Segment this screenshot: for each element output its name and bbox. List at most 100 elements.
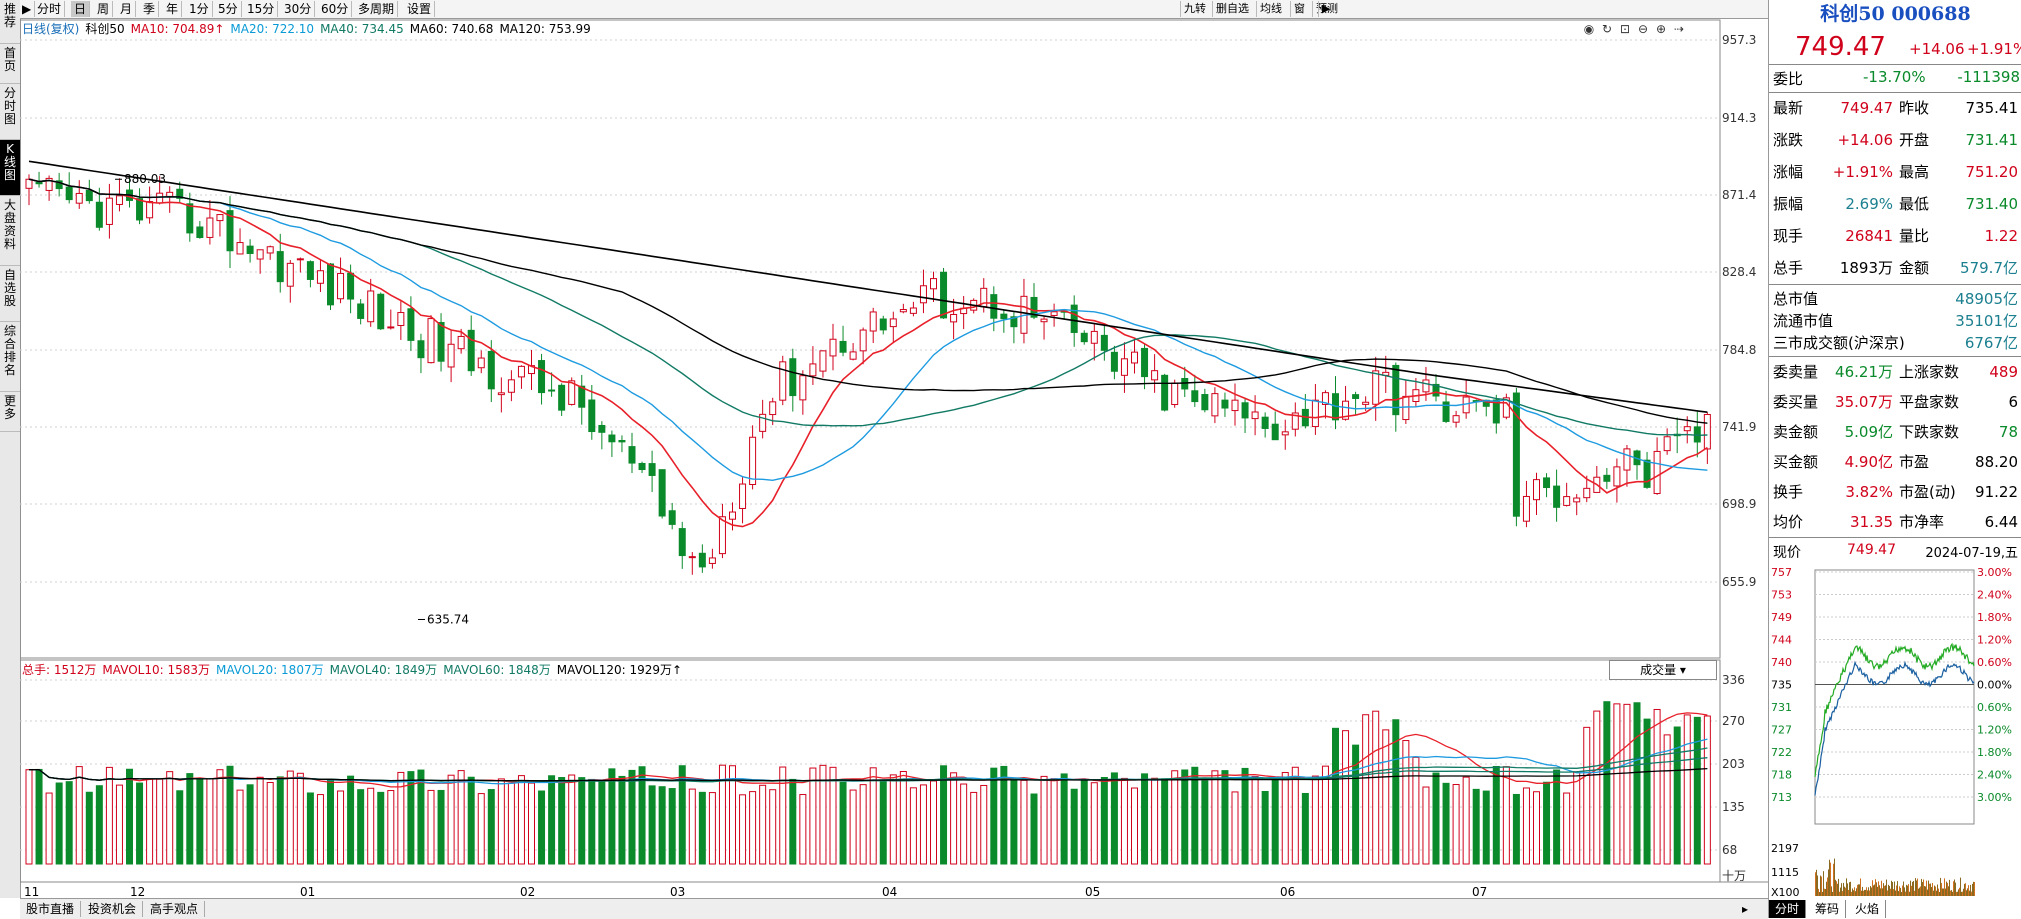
mini-vol-bar	[1824, 888, 1825, 896]
volume-bar	[397, 771, 405, 865]
mini-tab-0[interactable]: 分时	[1769, 900, 1807, 918]
bottom-tab-0[interactable]: 股市直播	[20, 901, 82, 917]
toolbar-right-2[interactable]: 均线	[1256, 1, 1285, 17]
volume-bar	[166, 771, 174, 865]
period-tab-6[interactable]: 1分	[186, 1, 213, 17]
mini-right-tick: 1.20%	[1977, 634, 2012, 647]
period-tab-10[interactable]: 60分	[318, 1, 353, 17]
toolbar-right-0[interactable]: 九转	[1180, 1, 1209, 17]
candle-body	[668, 510, 676, 525]
lock-icon[interactable]: ⊡	[1619, 22, 1631, 36]
candle-body	[136, 198, 144, 221]
mini-right-tick: 1.80%	[1977, 611, 2012, 624]
scroll-right-icon[interactable]: ▸	[1742, 902, 1749, 916]
quote-value: 489	[1989, 363, 2018, 381]
bottom-tab-2[interactable]: 高手观点	[144, 901, 206, 917]
candle-body	[1271, 423, 1279, 441]
mini-vol-bar	[1913, 880, 1914, 896]
rail-item-5[interactable]: 自选股	[0, 266, 20, 322]
toolbar-right-4[interactable]: 预测	[1312, 1, 1341, 17]
period-tab-0[interactable]: 分时	[34, 1, 66, 17]
mini-tab-1[interactable]: 筹码	[1809, 900, 1847, 918]
kline-chart[interactable]: 880.03 635.74	[20, 18, 1768, 898]
candle-body	[698, 552, 706, 568]
mini-right-tick: 2.40%	[1977, 769, 2012, 782]
period-tab-5[interactable]: 年	[163, 1, 183, 17]
volume-bar	[1291, 766, 1299, 865]
mini-tab-2[interactable]: 火焰	[1849, 900, 1887, 918]
volume-bar	[1442, 782, 1450, 865]
mini-vol-bar	[1960, 877, 1961, 896]
period-tab-2[interactable]: 周	[94, 1, 114, 17]
candle-body	[1030, 296, 1038, 318]
period-tab-1[interactable]: 日	[71, 1, 91, 17]
period-tab-4[interactable]: 季	[140, 1, 160, 17]
expand-icon[interactable]: ⇢	[1673, 22, 1685, 36]
ma10-line	[28, 178, 1708, 528]
volume-bar	[206, 778, 214, 865]
candle-body	[1000, 313, 1008, 320]
rail-item-6[interactable]: 综合排名	[0, 322, 20, 392]
play-icon[interactable]: ▶	[20, 1, 35, 17]
toolbar-right-3[interactable]: 窗	[1290, 1, 1308, 17]
quote-label: 均价	[1773, 513, 1804, 531]
volume-bar	[1161, 778, 1169, 865]
candle-body	[859, 329, 867, 352]
period-tab-3[interactable]: 月	[117, 1, 137, 17]
volume-bar	[1251, 775, 1259, 865]
candle-body	[1643, 459, 1651, 488]
mini-vol-bar	[1912, 881, 1913, 896]
zoom-in-icon[interactable]: ⊕	[1655, 22, 1667, 36]
candle-body	[226, 210, 234, 252]
volume-bar	[226, 765, 234, 865]
candle-body	[1050, 311, 1058, 316]
bottom-tab-1[interactable]: 投资机会	[82, 901, 144, 917]
volume-bar	[789, 778, 797, 865]
indicator-select[interactable]: 成交量 ▾	[1609, 660, 1717, 680]
period-tab-12[interactable]: 设置	[404, 1, 436, 17]
rail-item-2[interactable]: 分时图	[0, 84, 20, 140]
rail-item-7[interactable]: 更多	[0, 392, 20, 432]
intraday-chart[interactable]: 757 3.00% 753 2.40% 749 1.80% 744 1.20% 740 0.60%…	[1769, 562, 2021, 900]
mini-vol-bar	[1963, 888, 1964, 896]
volume-bar	[1543, 781, 1551, 865]
period-tab-7[interactable]: 5分	[215, 1, 242, 17]
candle-body	[45, 177, 53, 191]
candle-body	[437, 322, 445, 362]
volume-bar	[1372, 710, 1380, 865]
candle-body	[1442, 401, 1450, 422]
rail-item-0[interactable]: 推荐	[0, 0, 20, 44]
mini-vol-bar	[1844, 886, 1845, 896]
period-tab-8[interactable]: 15分	[244, 1, 279, 17]
mini-vol-bar	[1927, 889, 1928, 896]
eye-icon[interactable]: ◉	[1583, 22, 1595, 36]
mini-vol-bar	[1964, 883, 1965, 896]
mini-vol-bar	[1892, 882, 1893, 896]
mini-vol-bar	[1887, 890, 1888, 896]
mini-vol-bar	[1886, 879, 1887, 896]
rail-item-1[interactable]: 首页	[0, 44, 20, 84]
zoom-out-icon[interactable]: ⊖	[1637, 22, 1649, 36]
refresh-icon[interactable]: ↻	[1601, 22, 1613, 36]
ma20-line	[28, 178, 1708, 482]
mini-vol-bar	[1838, 878, 1839, 896]
mini-vol-bar	[1816, 869, 1817, 896]
rail-item-4[interactable]: 大盘资料	[0, 196, 20, 266]
mini-left-tick: 727	[1771, 724, 1792, 737]
period-tab-11[interactable]: 多周期	[355, 1, 399, 17]
volume-bar	[246, 784, 254, 865]
volume-bar	[618, 775, 626, 865]
volume-bar	[1512, 793, 1520, 865]
quote-row: 买金额 4.90亿 市盈 88.20	[1771, 450, 2020, 474]
candle-body	[246, 245, 254, 254]
mini-vol-bar	[1851, 891, 1852, 896]
volume-bar	[960, 783, 968, 865]
candle-body	[1321, 392, 1329, 405]
toolbar-right-1[interactable]: 删自选	[1212, 1, 1252, 17]
weibi-pct: -13.70%	[1863, 68, 1926, 86]
price-tick: 957.3	[1722, 33, 1757, 47]
period-tab-9[interactable]: 30分	[281, 1, 316, 17]
toolbar-arrow-icon[interactable]: ▶	[1318, 1, 1333, 17]
ma-legend-item: MA10: 704.89↑	[130, 22, 225, 36]
